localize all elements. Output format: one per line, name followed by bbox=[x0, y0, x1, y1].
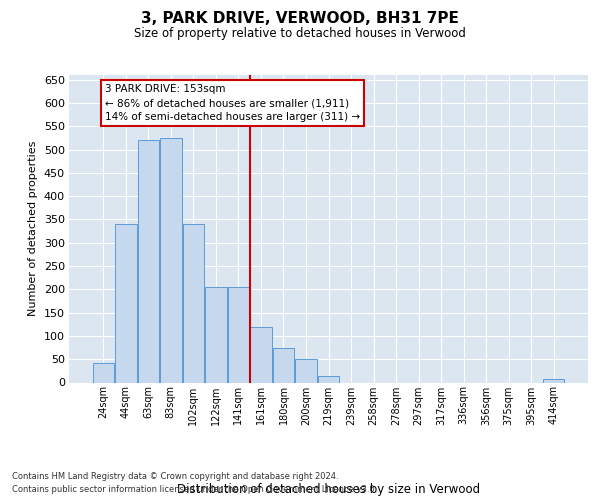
Bar bbox=[543, 379, 565, 382]
Y-axis label: Number of detached properties: Number of detached properties bbox=[28, 141, 38, 316]
Text: Size of property relative to detached houses in Verwood: Size of property relative to detached ho… bbox=[134, 28, 466, 40]
Bar bbox=[250, 326, 272, 382]
Bar bbox=[92, 363, 114, 382]
Text: Contains HM Land Registry data © Crown copyright and database right 2024.: Contains HM Land Registry data © Crown c… bbox=[12, 472, 338, 481]
Bar bbox=[295, 359, 317, 382]
Bar bbox=[115, 224, 137, 382]
Bar bbox=[205, 287, 227, 382]
Bar bbox=[182, 224, 204, 382]
Bar bbox=[160, 138, 182, 382]
Text: Contains public sector information licensed under the Open Government Licence v3: Contains public sector information licen… bbox=[12, 485, 377, 494]
X-axis label: Distribution of detached houses by size in Verwood: Distribution of detached houses by size … bbox=[177, 483, 480, 496]
Bar bbox=[318, 376, 339, 382]
Text: 3, PARK DRIVE, VERWOOD, BH31 7PE: 3, PARK DRIVE, VERWOOD, BH31 7PE bbox=[141, 11, 459, 26]
Bar bbox=[228, 287, 249, 382]
Text: 3 PARK DRIVE: 153sqm
← 86% of detached houses are smaller (1,911)
14% of semi-de: 3 PARK DRIVE: 153sqm ← 86% of detached h… bbox=[105, 84, 360, 122]
Bar bbox=[273, 348, 294, 382]
Bar bbox=[137, 140, 159, 382]
